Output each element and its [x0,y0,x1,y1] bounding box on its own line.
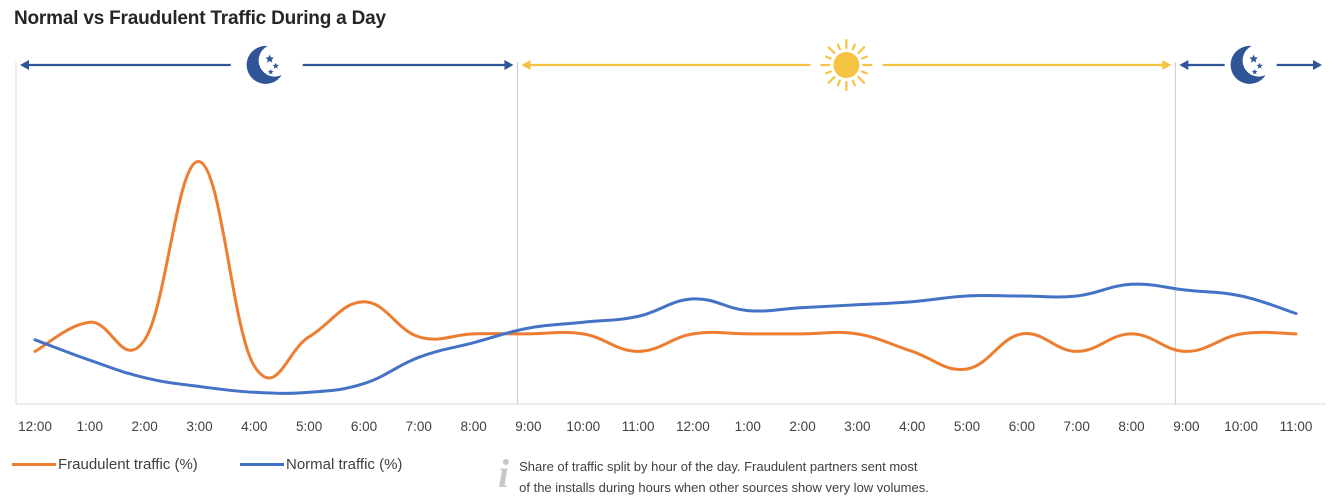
x-tick-label: 1:00 [77,419,103,434]
x-tick-label: 8:00 [460,419,486,434]
period-icons [246,38,1266,92]
arrow-head [1313,60,1322,70]
x-tick-label: 7:00 [406,419,432,434]
x-tick-label: 2:00 [132,419,158,434]
x-tick-label: 5:00 [296,419,322,434]
x-tick-labels: 12:00 1:00 2:00 3:00 4:00 5:00 6:00 7:00 8:00 9:0… [18,419,1312,434]
x-tick-label: 8:00 [1118,419,1144,434]
chart-note: i Share of traffic split by hour of the … [498,451,999,498]
legend-fraud-label: Fraudulent traffic (%) [58,456,198,473]
x-tick-label: 2:00 [789,419,815,434]
x-tick-label: 9:00 [515,419,541,434]
chart-title: Normal vs Fraudulent Traffic During a Da… [14,8,386,29]
x-tick-label: 3:00 [186,419,212,434]
arrow-head [1179,60,1189,70]
period-arrows [20,60,1322,70]
x-tick-label: 1:00 [735,419,761,434]
x-tick-label: 6:00 [351,419,377,434]
arrow-head [20,60,29,70]
sun-icon [820,38,873,92]
arrow-head [521,60,531,70]
period-dividers [15,62,1176,404]
x-tick-label: 11:00 [1280,419,1313,434]
x-tick-label: 9:00 [1173,419,1199,434]
legend-normal-swatch [240,463,284,466]
x-tick-label: 11:00 [622,419,655,434]
x-tick-label: 3:00 [844,419,870,434]
normal-series-line [33,282,1298,395]
x-tick-label: 4:00 [899,419,925,434]
moon-stars-icon [246,45,282,84]
arrow-head [1162,60,1172,70]
legend-normal-label: Normal traffic (%) [286,456,403,473]
note-text: Share of traffic split by hour of the da… [519,456,999,498]
line-chart: 12:00 1:00 2:00 3:00 4:00 5:00 6:00 7:00 8:00 9:0… [15,38,1326,434]
fraud-series-line [33,160,1298,380]
note-line-2: of the installs during hours when other … [519,480,929,495]
moon-stars-icon [1230,45,1266,84]
legend-fraud-swatch [12,463,56,466]
x-tick-label: 5:00 [954,419,980,434]
x-tick-label: 4:00 [241,419,267,434]
x-tick-label: 10:00 [1224,419,1258,434]
x-tick-label: 7:00 [1064,419,1090,434]
legend-fraud: Fraudulent traffic (%) [12,456,198,473]
series-lines [33,160,1298,395]
x-tick-label: 12:00 [676,419,710,434]
x-tick-label: 6:00 [1009,419,1035,434]
info-icon: i [498,451,510,496]
note-line-1: Share of traffic split by hour of the da… [519,459,918,474]
legend-normal: Normal traffic (%) [240,456,402,473]
arrow-head [504,60,514,70]
x-tick-label: 10:00 [566,419,600,434]
x-tick-label: 12:00 [18,419,52,434]
